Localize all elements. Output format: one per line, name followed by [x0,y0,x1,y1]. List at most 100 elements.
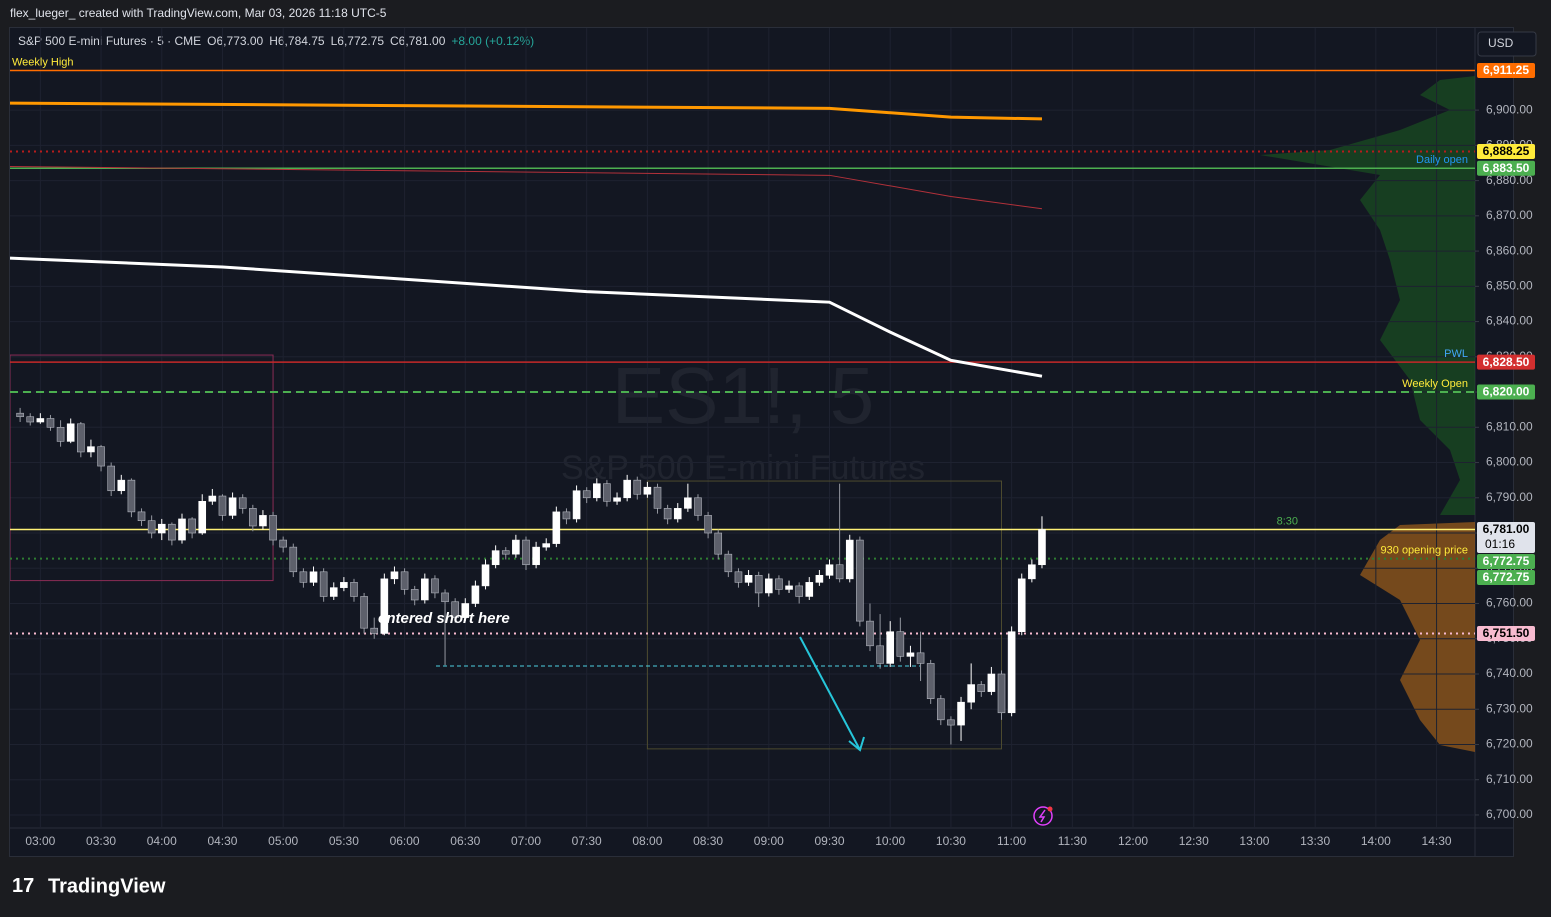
x-tick-label: 07:30 [572,834,602,848]
candle-body [593,483,601,499]
candle-body [87,446,95,453]
x-tick-label: 07:00 [511,834,541,848]
candle-body [269,515,277,541]
candle-body [400,571,409,590]
price-tag [1477,160,1535,176]
candle-body [805,582,814,597]
x-tick-label: 05:00 [268,834,298,848]
candle-body [845,539,854,580]
moving-average [10,166,1043,210]
alert-icon[interactable] [1033,806,1053,826]
brand-logo: 17 [12,875,34,897]
candle-body [562,511,571,520]
y-tick-label: 6,840.00 [1486,314,1533,328]
y-tick-label: 6,880.00 [1486,173,1533,187]
legend-value: L6,772.75 [331,34,385,48]
candle-body [532,546,540,566]
trend-arrow [799,636,861,751]
watermark: ES1!, 5 [612,351,874,440]
y-tick-label: 6,730.00 [1486,701,1533,715]
candle-body [299,571,308,583]
candle-body [977,684,986,692]
candle-body [926,663,935,699]
y-tick-label: 6,710.00 [1486,772,1533,786]
candle-body [1017,578,1026,633]
candle-body [552,511,561,544]
candle-body [36,418,45,423]
volume-profile-lower [1360,522,1475,752]
candle-body [724,553,733,573]
x-tick-label: 11:00 [997,834,1026,848]
level-text: 930 opening price [1381,544,1468,556]
candle-body [56,426,65,442]
candle-body [168,523,176,541]
candle-body [461,603,470,618]
candle-body [208,495,217,502]
moving-average [10,256,1043,378]
x-tick-label: 03:00 [25,834,55,848]
level-text: Weekly High [12,56,74,68]
candle-body [46,418,55,428]
y-tick-label: 6,900.00 [1486,102,1533,116]
x-tick-label: 05:30 [329,834,359,848]
price-tag [1477,569,1535,585]
currency-label[interactable]: USD [1488,36,1514,50]
x-tick-label: 06:00 [390,834,420,848]
trend-arrow-head [848,736,865,752]
candle-body [512,539,520,555]
candle-body [380,578,389,634]
candle-body [795,585,803,597]
x-tick-label: 10:00 [875,834,905,848]
author-line: flex_lueger_ created with TradingView.co… [10,6,387,20]
price-tag-label: 6,820.00 [1483,385,1530,399]
zone-box [646,480,1003,750]
candle-body [916,652,925,664]
candle-body [340,582,348,588]
candle-body [653,486,662,509]
y-tick-label: 6,760.00 [1486,596,1533,610]
candle-body [77,423,85,453]
candle-body [127,479,136,513]
zone-box [10,354,274,582]
candle-body [937,698,945,721]
candle-body [188,518,196,534]
legend-value: O6,773.00 [207,34,263,48]
price-tag [1477,625,1535,641]
y-tick-label: 6,740.00 [1486,666,1533,680]
x-tick-label: 14:00 [1361,834,1391,848]
currency-button[interactable] [1477,31,1537,57]
level-text: Weekly Open [1402,378,1468,390]
x-tick-label: 13:30 [1300,834,1330,848]
x-tick-label: 09:00 [754,834,784,848]
legend-value: +8.00 (+0.12%) [451,34,534,48]
candle-body [198,501,207,534]
candle-body [249,508,257,527]
y-tick-label: 6,860.00 [1486,243,1533,257]
x-tick-label: 08:00 [632,834,662,848]
candle-body [906,652,915,657]
price-tag-label: 6,772.75 [1483,570,1530,584]
candle-body [410,589,419,601]
y-tick-label: 6,850.00 [1486,278,1533,292]
candle-body [360,596,368,629]
price-tag [1477,384,1535,400]
x-tick-label: 09:30 [814,834,844,848]
candle-body [157,523,166,534]
candle-body [886,631,895,664]
y-tick-label: 6,870.00 [1486,208,1533,222]
price-tag [1477,354,1535,370]
x-tick-label: 10:30 [936,834,966,848]
candle-body [471,585,480,604]
candle-body [825,564,834,576]
candle-body [117,479,126,492]
candle-body [694,497,702,516]
symbol-legend: S&P 500 E-mini Futures · 5 · CME O6,773.… [18,34,534,48]
candle-body [218,495,227,516]
x-tick-label: 04:30 [207,834,237,848]
candle-body [441,592,449,603]
volume-profile-upper [1260,76,1475,515]
candle-body [987,673,996,692]
candle-body [835,564,844,580]
price-tag [1477,144,1535,160]
y-tick-label: 6,790.00 [1486,490,1533,504]
